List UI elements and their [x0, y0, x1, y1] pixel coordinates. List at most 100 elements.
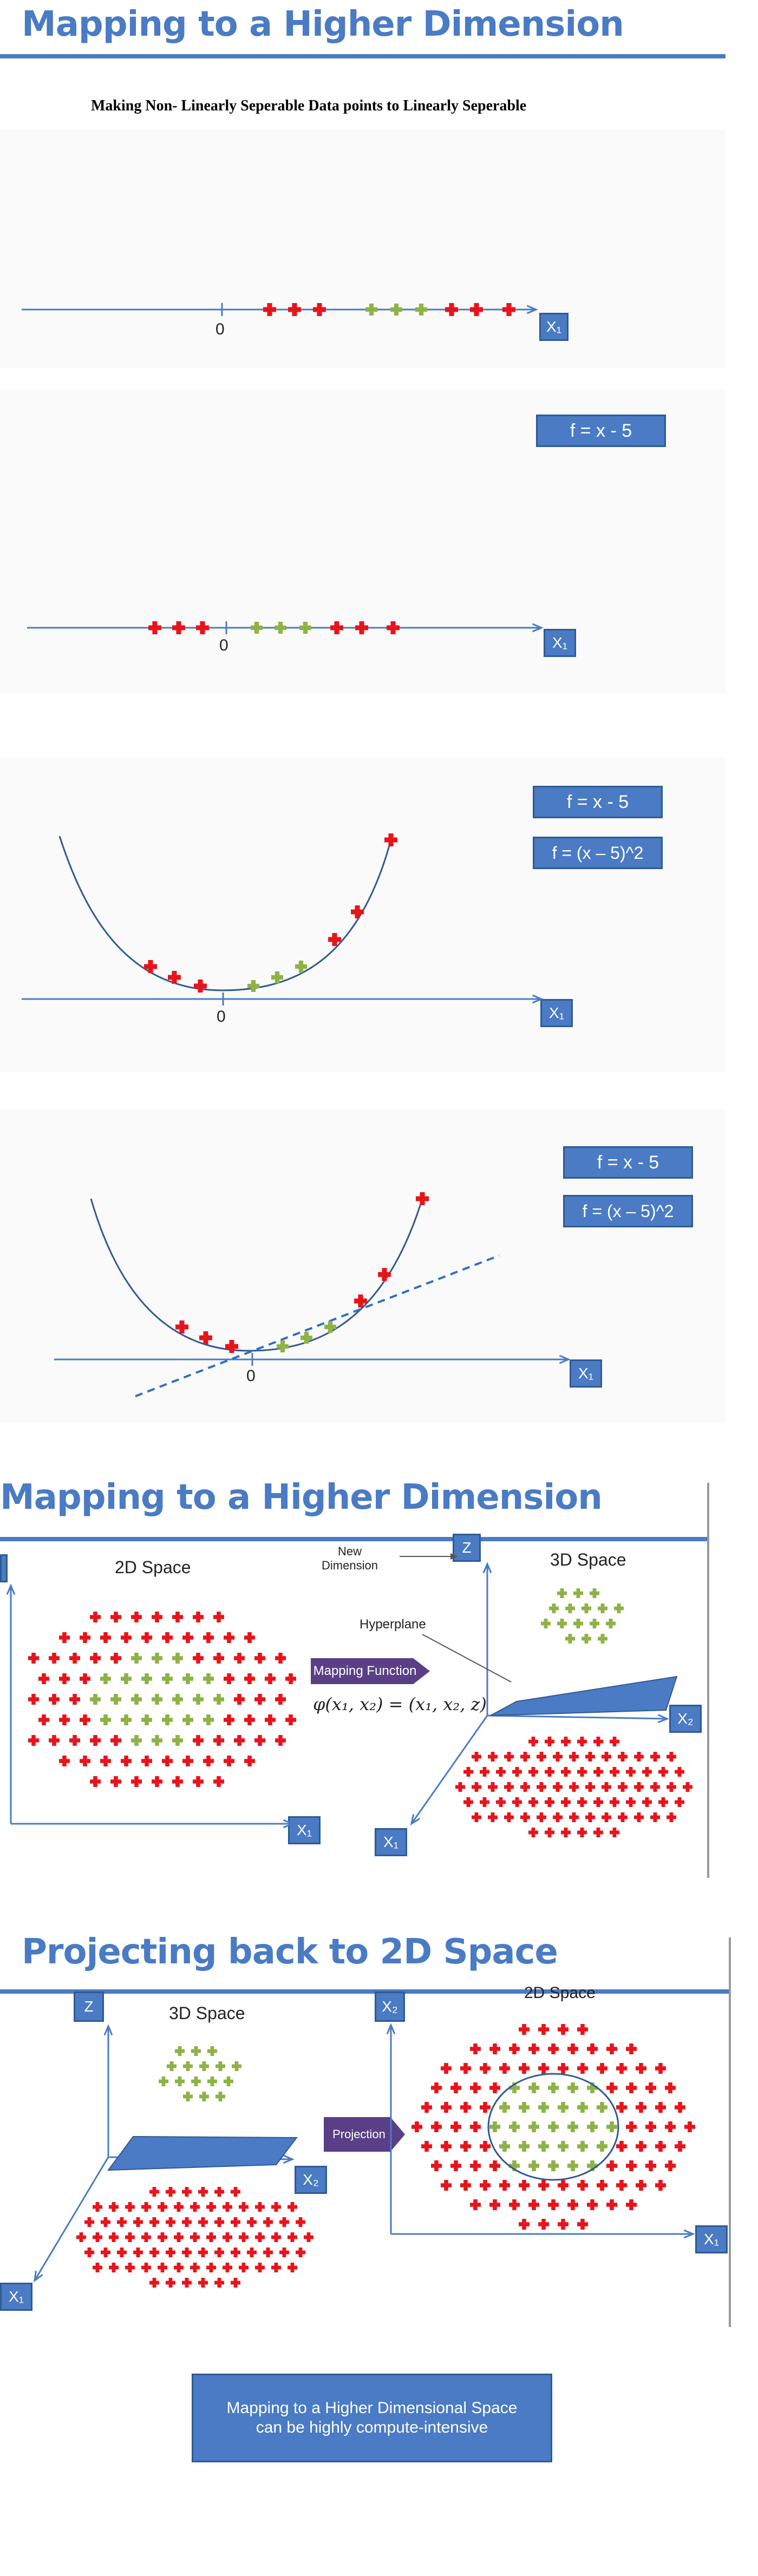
- map-3d-red-point: [593, 1767, 603, 1777]
- map-3d-red-point: [496, 1767, 506, 1777]
- proj-3d-red-point: [231, 2187, 240, 2197]
- proj-2d-red-point: [489, 2160, 500, 2171]
- map-2d-red-point: [162, 1632, 173, 1643]
- map-3d-green-point: [581, 1604, 591, 1614]
- proj-3d-red-point: [84, 2248, 94, 2257]
- proj-3d-red-point: [296, 2248, 306, 2257]
- proj-2d-red-point: [606, 2199, 617, 2210]
- panel4-green-point: [277, 1340, 289, 1353]
- map-3d-red-point: [593, 1737, 603, 1747]
- proj-3d-red-point: [109, 2263, 119, 2272]
- proj-2d-red-point: [665, 2160, 676, 2171]
- proj-2d-red-point: [626, 2082, 637, 2093]
- map-3d-red-point: [537, 1752, 547, 1762]
- proj-2d-red-point: [489, 2043, 500, 2054]
- proj-2d-red-point: [470, 2082, 481, 2093]
- map-2d-red-point: [203, 1632, 214, 1643]
- proj-3d-red-point: [149, 2217, 159, 2227]
- proj-3d-red-point: [149, 2278, 159, 2288]
- map-3d-x1-axis: [410, 1715, 488, 1824]
- proj-3d-red-point: [174, 2202, 184, 2212]
- proj-3d-red-point: [206, 2263, 216, 2272]
- panel3-formula-1: f = x - 5: [533, 786, 663, 818]
- proj-2d-red-point: [431, 2082, 442, 2093]
- map-2d-red-point: [224, 1632, 235, 1643]
- map-3d-red-point: [463, 1767, 474, 1777]
- proj-3d-red-point: [263, 2248, 273, 2257]
- proj-2d-red-point: [538, 2180, 549, 2191]
- proj-3d-red-point: [125, 2263, 135, 2272]
- map-3d-green-point: [590, 1588, 599, 1599]
- proj-2d-red-point: [470, 2199, 481, 2210]
- proj-2d-red-point: [499, 2180, 510, 2191]
- proj-3d-red-point: [263, 2217, 273, 2227]
- map-3d-red-point: [520, 1812, 531, 1823]
- panel4-red-point: [175, 1320, 188, 1333]
- proj-2d-red-point: [587, 2199, 598, 2210]
- map-3d-red-point: [472, 1752, 482, 1762]
- title-underline: [0, 54, 726, 58]
- proj-2d-red-point: [548, 2043, 559, 2054]
- proj-3d-red-point: [271, 2202, 281, 2212]
- panel3-origin-label: 0: [217, 1008, 226, 1026]
- map-3d-red-point: [512, 1767, 522, 1777]
- proj-2d-red-point: [538, 2024, 549, 2035]
- proj-2d-red-point: [616, 2180, 627, 2191]
- proj-3d-red-point: [247, 2248, 257, 2257]
- proj-3d-red-point: [182, 2187, 192, 2197]
- panel3-axis-label: X₁: [540, 999, 573, 1027]
- map-2d-red-point: [244, 1632, 256, 1643]
- panel4-axis-head: [559, 1355, 571, 1364]
- map-3d-red-point: [675, 1767, 684, 1777]
- map-3d-red-point: [561, 1828, 571, 1838]
- proj-3d-red-point: [239, 2202, 249, 2212]
- proj-3d-red-point: [101, 2217, 110, 2227]
- map-3d-red-point: [634, 1812, 644, 1823]
- panel4-formula-2: f = (x – 5)^2: [563, 1195, 693, 1227]
- proj-3d-green-point: [232, 2061, 241, 2072]
- proj-2d-red-point: [441, 2063, 452, 2074]
- proj-3d-red-point: [109, 2202, 119, 2212]
- proj-2d-red-point: [606, 2043, 617, 2054]
- proj-2d-red-point: [480, 2102, 491, 2113]
- map-3d-green-point: [557, 1619, 567, 1629]
- map-2d-red-point: [90, 1735, 101, 1746]
- proj-2d-red-point: [577, 2180, 588, 2191]
- panel4-separating-line: [135, 1254, 500, 1397]
- proj-2d-green-point: [528, 2160, 539, 2171]
- proj-2d-red-point: [450, 2082, 461, 2093]
- map-3d-green-point: [598, 1604, 607, 1614]
- proj-2d-red-point: [645, 2121, 656, 2132]
- panel-background-1: [0, 130, 726, 368]
- panel3-red-point: [384, 833, 397, 846]
- panel2-green-point: [299, 622, 311, 634]
- proj-3d-red-point: [109, 2232, 119, 2242]
- map-2d-red-point: [275, 1694, 286, 1705]
- map-3d-red-point: [602, 1752, 611, 1762]
- map-2d-x-axis-head: [283, 1819, 295, 1829]
- proj-3d-x1-axis-head: [34, 2270, 43, 2283]
- panel3-parabola: [58, 836, 392, 991]
- proj-3d-red-point: [198, 2278, 208, 2288]
- proj-3d-red-point: [255, 2263, 265, 2272]
- proj-2d-red-point: [626, 2043, 637, 2054]
- map-2d-red-point: [265, 1673, 276, 1684]
- map-3d-x2-axis-head: [657, 1714, 669, 1724]
- map-2d-axis-y-label: [0, 1554, 8, 1582]
- proj-3d-red-point: [231, 2217, 240, 2227]
- map-2d-green-point: [182, 1714, 194, 1725]
- panel1-red-point: [470, 303, 483, 316]
- map-2d-red-point: [193, 1612, 204, 1622]
- proj-2d-green-point: [489, 2121, 500, 2132]
- map-2d-red-point: [254, 1735, 266, 1746]
- map-2d-green-point: [172, 1653, 184, 1664]
- proj-2d-green-point: [558, 2141, 568, 2152]
- panel4-origin-label: 0: [246, 1367, 256, 1385]
- proj-2d-red-point: [441, 2180, 452, 2191]
- map-2d-red-point: [244, 1714, 256, 1725]
- map-2d-red-point: [152, 1612, 163, 1622]
- panel4-red-point: [416, 1192, 429, 1205]
- map-2d-red-point: [193, 1735, 204, 1746]
- panel1-green-point: [365, 304, 377, 316]
- proj-3d-red-point: [214, 2217, 224, 2227]
